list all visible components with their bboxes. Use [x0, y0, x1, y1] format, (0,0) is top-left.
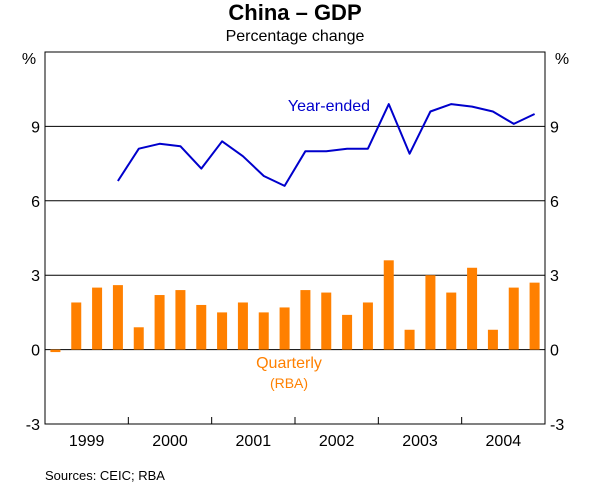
y-tick-label-right: 6	[550, 194, 559, 211]
bar	[467, 267, 478, 350]
bar	[383, 260, 394, 350]
bar	[362, 302, 373, 350]
bar	[92, 287, 103, 350]
year-ended-line	[117, 103, 536, 187]
bar-series-sublabel: (RBA)	[270, 375, 308, 391]
bar	[258, 312, 269, 350]
bar	[321, 292, 332, 350]
x-tick-label: 2004	[486, 433, 522, 450]
y-tick-label-left: 3	[31, 268, 40, 285]
bar	[133, 327, 144, 350]
y-tick-label-left: 9	[31, 119, 40, 136]
bar	[508, 287, 519, 350]
bar	[404, 329, 415, 350]
x-tick-label: 2002	[319, 433, 355, 450]
bar	[342, 314, 353, 350]
bar	[196, 304, 207, 350]
x-tick-label: 1999	[69, 433, 105, 450]
y-tick-label-right: 9	[550, 119, 559, 136]
source-note: Sources: CEIC; RBA	[45, 468, 165, 483]
bar	[154, 295, 165, 350]
y-tick-label-right: 0	[550, 343, 559, 360]
bar	[425, 275, 436, 350]
y-tick-label-left: 6	[31, 194, 40, 211]
bar	[217, 312, 228, 350]
y-tick-label-right: -3	[550, 417, 564, 434]
bar	[71, 302, 82, 350]
y-tick-label-left: -3	[26, 417, 40, 434]
bar	[112, 285, 123, 350]
bar-series-label: Quarterly	[256, 355, 322, 372]
bar	[300, 290, 311, 350]
y-axis-unit-left: %	[22, 51, 36, 68]
bar	[529, 282, 540, 350]
bar	[487, 329, 498, 350]
bar	[237, 302, 248, 350]
y-tick-label-left: 0	[31, 343, 40, 360]
bar	[50, 349, 61, 353]
x-tick-label: 2001	[236, 433, 272, 450]
chart-title: China – GDP	[228, 0, 362, 25]
bar	[279, 307, 290, 350]
bar	[175, 290, 186, 350]
y-tick-label-right: 3	[550, 268, 559, 285]
line-series-label: Year-ended	[288, 98, 370, 115]
y-axis-unit-right: %	[555, 51, 569, 68]
chart-subtitle: Percentage change	[225, 28, 365, 45]
bar	[446, 292, 457, 350]
x-tick-label: 2003	[402, 433, 438, 450]
x-tick-label: 2000	[152, 433, 188, 450]
